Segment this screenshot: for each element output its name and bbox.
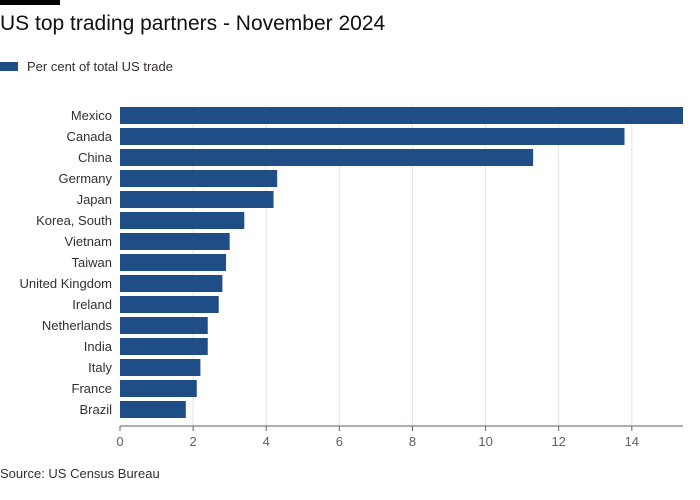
bar (120, 233, 230, 250)
bar (120, 275, 223, 292)
x-tick-label: 14 (625, 434, 639, 449)
x-tick-label: 4 (263, 434, 270, 449)
chart-title: US top trading partners - November 2024 (0, 12, 386, 35)
x-axis: 0 2 4 6 8 10 12 14 (116, 425, 683, 449)
x-tick-label: 10 (478, 434, 492, 449)
category-label: India (84, 339, 113, 354)
category-label: Mexico (71, 108, 112, 123)
x-tick-label: 12 (551, 434, 565, 449)
source-note: Source: US Census Bureau (0, 466, 160, 481)
category-labels: Mexico Canada China Germany Japan Korea, Sout… (20, 108, 113, 417)
bar (120, 254, 227, 271)
category-label: United Kingdom (20, 276, 113, 291)
bars (120, 107, 683, 418)
legend-swatch (0, 62, 18, 71)
bar (120, 296, 219, 313)
category-label: Ireland (72, 297, 112, 312)
category-label: Japan (77, 192, 112, 207)
bar (120, 170, 278, 187)
category-label: Netherlands (42, 318, 113, 333)
bar (120, 380, 197, 397)
category-label: Canada (66, 129, 112, 144)
bar (120, 401, 186, 418)
bar (120, 212, 245, 229)
category-label: Vietnam (65, 234, 112, 249)
bar (120, 317, 208, 334)
category-label: Korea, South (36, 213, 112, 228)
x-tick-label: 0 (116, 434, 123, 449)
bar (120, 149, 534, 166)
bar-chart: Mexico Canada China Germany Japan Korea, Sout… (20, 105, 683, 449)
x-tick-label: 6 (336, 434, 343, 449)
legend: Per cent of total US trade (0, 59, 173, 74)
category-label: Taiwan (72, 255, 112, 270)
category-label: China (78, 150, 113, 165)
legend-label: Per cent of total US trade (27, 59, 173, 74)
bar (120, 359, 201, 376)
bar (120, 128, 625, 145)
category-label: France (72, 381, 112, 396)
category-label: Germany (59, 171, 113, 186)
bar (120, 107, 683, 124)
category-label: Brazil (79, 402, 112, 417)
x-tick-label: 8 (409, 434, 416, 449)
category-label: Italy (88, 360, 112, 375)
bar (120, 338, 208, 355)
top-rule (0, 0, 60, 5)
x-tick-label: 2 (189, 434, 196, 449)
bar (120, 191, 274, 208)
